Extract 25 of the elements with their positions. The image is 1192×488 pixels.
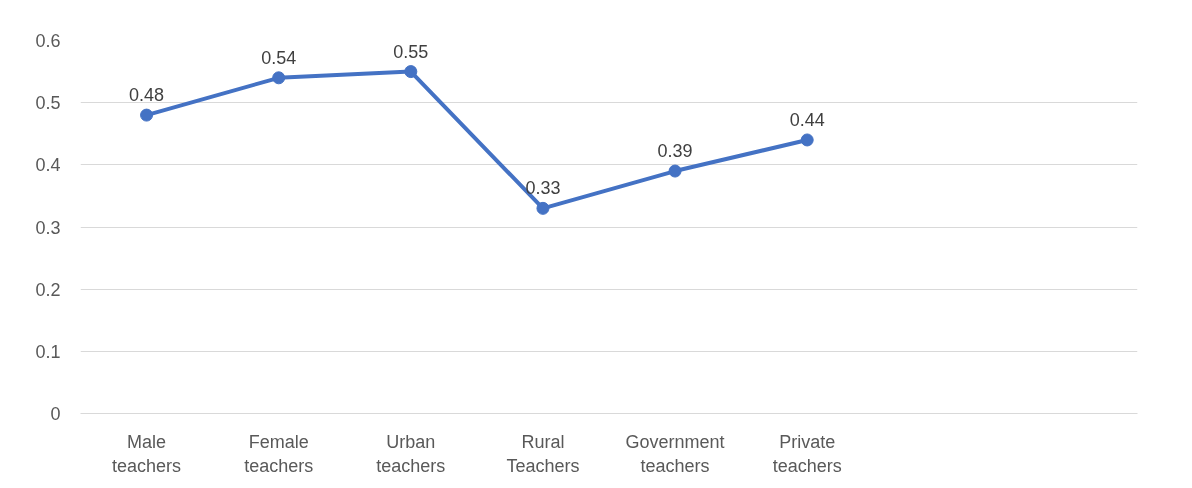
x-tick-label: Male teachers	[112, 431, 182, 476]
point	[140, 108, 154, 122]
data-label: 0.39	[657, 141, 693, 162]
y-tick-label: 0.2	[35, 279, 61, 300]
data-label: 0.33	[525, 178, 561, 199]
point	[668, 164, 682, 178]
y-tick-label: 0.6	[35, 31, 61, 51]
data-label: 0.54	[261, 47, 297, 68]
x-tick-label: Private teachers	[772, 431, 842, 476]
y-tick-label: 0	[50, 404, 61, 424]
x-tick-label: Urban teachers	[376, 431, 446, 476]
x-tick-label: Female teachers	[244, 431, 314, 476]
data-label: 0.44	[789, 109, 825, 130]
y-tick-label: 0.1	[35, 341, 61, 362]
point	[800, 133, 814, 147]
data-label: 0.55	[393, 41, 429, 62]
y-tick-label: 0.3	[35, 217, 61, 238]
point	[404, 65, 418, 79]
x-tick-label: Rural Teachers	[506, 431, 580, 476]
y-tick-label: 0.4	[35, 155, 61, 176]
x-tick-label: Government teachers	[625, 431, 725, 476]
point	[536, 201, 550, 215]
data-label: 0.48	[129, 85, 165, 106]
point	[272, 71, 286, 85]
y-tick-label: 0.5	[35, 93, 61, 114]
